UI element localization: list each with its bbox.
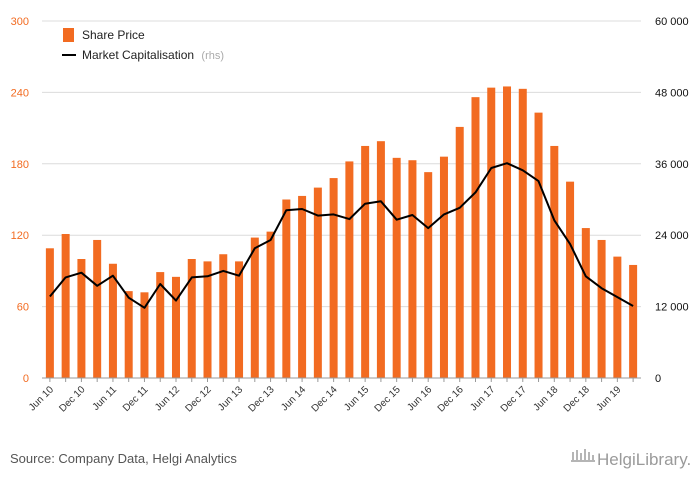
share-price-bar: [313, 187, 322, 378]
share-price-bar: [455, 126, 464, 378]
market-cap-line-group: [49, 162, 634, 309]
share-price-bar: [392, 157, 401, 378]
x-tick-label: Dec 16: [436, 384, 466, 414]
share-price-bar: [108, 263, 117, 378]
share-price-bar: [471, 97, 480, 378]
share-price-bar: [187, 259, 196, 378]
source-note: Source: Company Data, Helgi Analytics: [10, 451, 237, 466]
x-tick-label: Jun 11: [91, 384, 120, 413]
share-price-bar: [361, 145, 370, 378]
share-price-bar: [45, 248, 54, 378]
market-cap-line: [49, 162, 634, 309]
x-tick-label: Jun 14: [279, 384, 308, 413]
y-right-tick-label: 0: [655, 373, 661, 385]
x-tick-label: Jun 16: [405, 384, 434, 413]
x-tick-label: Jun 12: [153, 384, 182, 413]
x-tick-label: Dec 17: [499, 384, 529, 414]
y-right-tick-label: 60 000: [655, 16, 689, 28]
share-price-bar: [408, 160, 417, 378]
share-price-bar: [597, 239, 606, 378]
share-price-bar: [61, 234, 70, 378]
share-price-bar: [250, 237, 259, 378]
share-price-bar: [518, 88, 527, 378]
legend-share-price-swatch: [63, 28, 74, 42]
share-price-bar: [345, 161, 354, 378]
share-price-bar: [376, 141, 385, 378]
share-price-bar: [171, 276, 180, 378]
y-left-tick-label: 240: [11, 87, 29, 99]
y-left-tick-label: 180: [11, 159, 29, 171]
y-left-tick-label: 0: [23, 373, 29, 385]
share-price-bar: [487, 87, 496, 378]
share-price-bar: [77, 259, 86, 378]
legend-market-cap-label: Market Capitalisation (rhs): [82, 48, 224, 62]
share-price-bar: [566, 181, 575, 378]
y-right-tick-label: 12 000: [655, 302, 689, 314]
x-tick-label: Jun 19: [594, 384, 623, 413]
x-tick-label: Jun 17: [468, 384, 497, 413]
share-price-bar: [329, 178, 338, 378]
share-price-bar: [140, 292, 149, 378]
share-price-bar: [235, 261, 244, 378]
share-price-bar: [581, 228, 590, 378]
share-price-bar: [534, 112, 543, 378]
y-right-tick-label: 36 000: [655, 159, 689, 171]
share-price-bar: [439, 156, 448, 378]
x-tick-label: Dec 11: [121, 384, 151, 414]
x-tick-label: Dec 14: [310, 384, 340, 414]
x-tick-label: Jun 13: [216, 384, 245, 413]
share-price-bar: [550, 145, 559, 378]
x-tick-label: Dec 10: [57, 384, 87, 414]
y-left-tick-label: 60: [17, 302, 29, 314]
legend-market-cap-name: Market Capitalisation: [82, 48, 194, 62]
share-price-bar: [613, 256, 622, 378]
x-tick-label: Jun 15: [342, 384, 371, 413]
legend-share-price-label: Share Price: [82, 28, 145, 42]
y-right-tick-label: 24 000: [655, 230, 689, 242]
share-price-bar: [124, 291, 133, 378]
brand-name: HelgiLibrary.: [597, 450, 691, 469]
legend: Share Price Market Capitalisation (rhs): [62, 28, 224, 62]
share-price-bar: [219, 254, 228, 378]
x-tick-label: Dec 12: [183, 384, 213, 414]
x-tick-label: Dec 15: [373, 384, 403, 414]
share-price-bar: [93, 239, 102, 378]
share-price-bar: [629, 264, 638, 378]
x-tick-label: Dec 13: [247, 384, 277, 414]
share-price-bar: [298, 195, 307, 378]
share-price-bar: [282, 199, 291, 378]
legend-market-cap-suffix: (rhs): [201, 50, 224, 62]
share-price-bar: [503, 86, 512, 378]
library-icon: [571, 449, 595, 462]
x-tick-label: Dec 18: [562, 384, 592, 414]
x-tick-label: Jun 10: [27, 384, 56, 413]
y-left-tick-label: 300: [11, 16, 29, 28]
brand-logo: HelgiLibrary.: [571, 449, 691, 469]
x-tick-label: Jun 18: [531, 384, 560, 413]
share-price-bar: [266, 231, 275, 378]
y-right-tick-label: 48 000: [655, 87, 689, 99]
y-left-tick-label: 120: [11, 230, 29, 242]
share-price-bars: [45, 86, 638, 378]
share-price-bar: [424, 172, 433, 378]
share-price-bar: [156, 272, 165, 378]
share-price-bar: [203, 261, 212, 378]
